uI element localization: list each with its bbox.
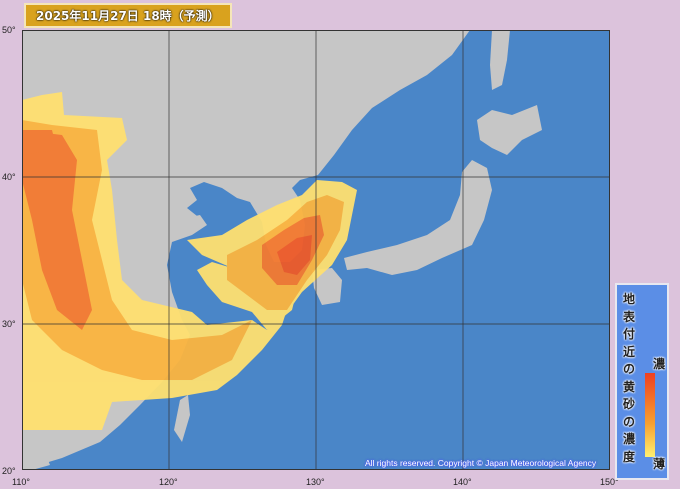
map-border — [22, 30, 610, 470]
copyright-notice: All rights reserved. Copyright © Japan M… — [365, 458, 597, 468]
lat-label-30: 30° — [2, 319, 16, 329]
lon-label-130: 130° — [306, 477, 325, 487]
legend-char: 付 — [622, 327, 635, 341]
kyushu-shikoku — [312, 268, 342, 305]
honshu — [344, 160, 492, 275]
lon-label-150: 150° — [600, 477, 619, 487]
lon-label-110: 110° — [12, 477, 30, 487]
legend-char: 近 — [622, 344, 635, 359]
legend-low-label: 薄 — [653, 457, 666, 471]
legend-char: 砂 — [622, 397, 635, 411]
lat-label-40: 40° — [2, 172, 16, 182]
taiwan — [174, 395, 190, 442]
legend-char: 度 — [622, 449, 635, 464]
legend-char: 地 — [622, 292, 635, 306]
dust-plume — [22, 92, 357, 430]
lat-label-50: 50° — [2, 25, 16, 35]
hokkaido — [477, 105, 542, 155]
lat-label-20: 20° — [2, 466, 16, 476]
legend-char: 黄 — [622, 379, 635, 394]
legend-high-label: 濃 — [653, 357, 666, 371]
forecast-time-label: 2025年11月27日 18時（予測） — [24, 3, 232, 28]
lon-label-120: 120° — [159, 477, 178, 487]
legend-char: 濃 — [622, 432, 635, 446]
legend-char: 表 — [622, 309, 635, 324]
dust-forecast-map — [22, 30, 610, 470]
lon-label-140: 140° — [453, 477, 472, 487]
legend-title: 地 表 付 近 の 黄 砂 の 濃 度 — [621, 291, 637, 466]
graticule — [22, 30, 610, 470]
concentration-legend: 地 表 付 近 の 黄 砂 の 濃 度 濃 薄 — [615, 283, 669, 480]
sakhalin — [490, 30, 510, 90]
legend-char: の — [622, 414, 635, 429]
hainan — [22, 450, 50, 470]
legend-char: の — [622, 362, 635, 376]
legend-color-bar — [645, 373, 655, 457]
bohai-land — [172, 215, 207, 242]
